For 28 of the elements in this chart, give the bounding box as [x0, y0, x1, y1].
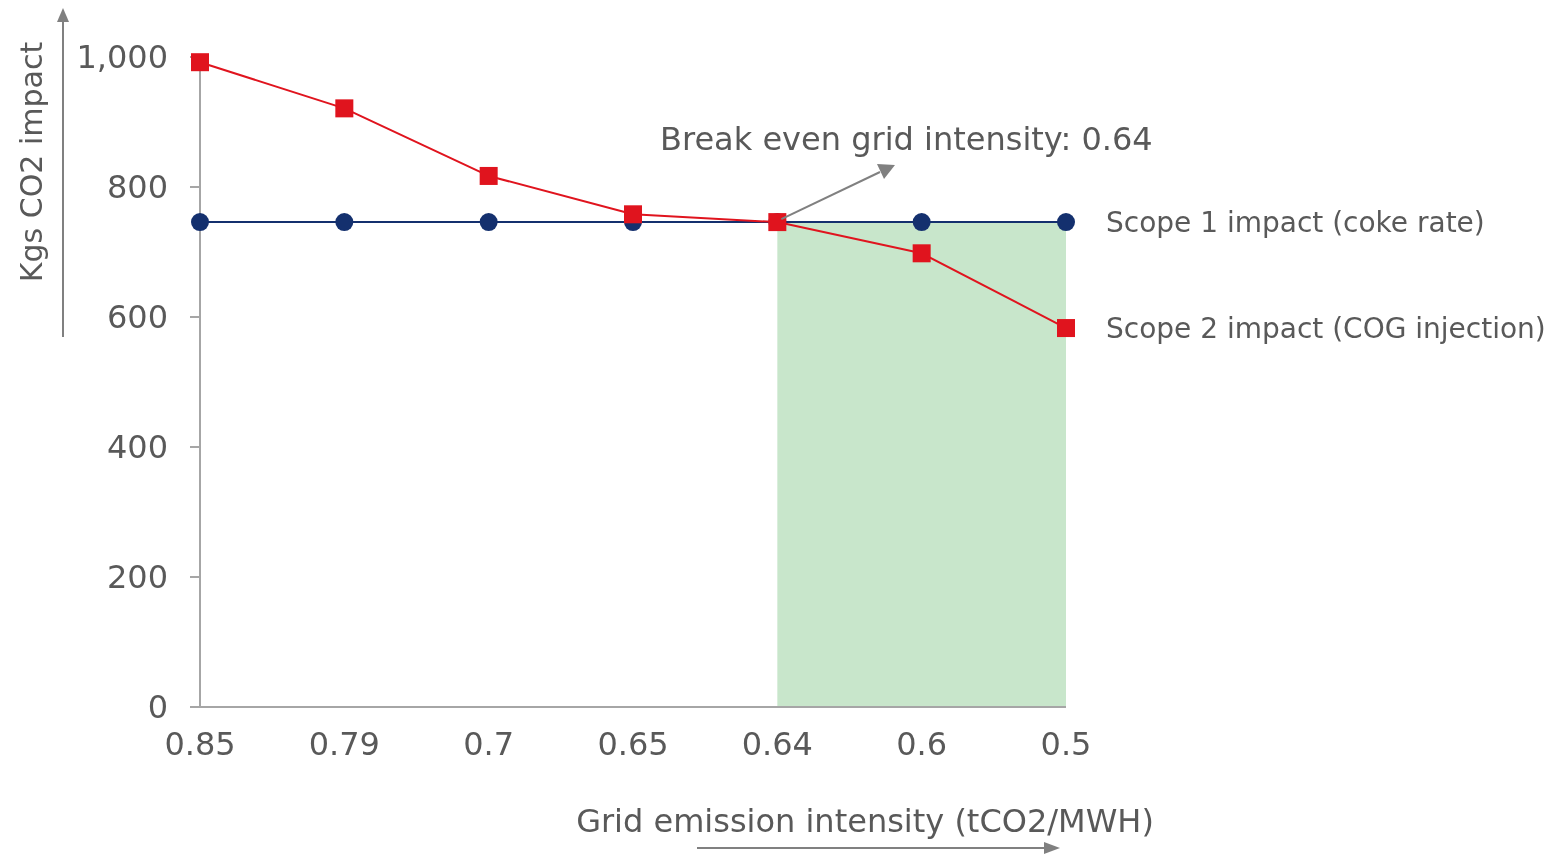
y-tick-label: 600: [106, 298, 168, 337]
point: [479, 166, 498, 185]
y-tick-label: 1,000: [76, 38, 168, 77]
series-label: Scope 2 impact (COG injection): [1106, 311, 1546, 345]
y-tick-label: 0: [147, 688, 168, 727]
point: [912, 213, 931, 232]
point: [335, 213, 354, 232]
y-tick-label: 200: [106, 558, 168, 597]
x-tick-label: 0.7: [463, 725, 515, 763]
y-tick-label: 800: [106, 168, 168, 207]
x-tick-label: 0.6: [896, 725, 948, 763]
point: [479, 213, 498, 232]
point: [912, 244, 931, 263]
x-tick-label: 0.79: [308, 725, 380, 763]
y-tick-label: 400: [106, 428, 168, 467]
x-axis-title: Grid emission intensity (tCO2/MWH): [576, 802, 1154, 840]
point: [624, 205, 642, 224]
annotation: Break even grid intensity: 0.64: [660, 120, 1153, 158]
x-tick-label: 0.65: [597, 725, 669, 763]
point: [1057, 213, 1075, 232]
x-tick-label: 0.5: [1040, 725, 1092, 763]
point: [1057, 319, 1075, 338]
x-tick-label: 0.64: [741, 725, 813, 763]
point: [335, 99, 354, 118]
point: [191, 213, 209, 232]
y-axis-title: Kgs CO2 impact: [14, 41, 49, 283]
x-tick-label: 0.85: [164, 725, 236, 763]
series-label: Scope 1 impact (coke rate): [1106, 205, 1485, 239]
